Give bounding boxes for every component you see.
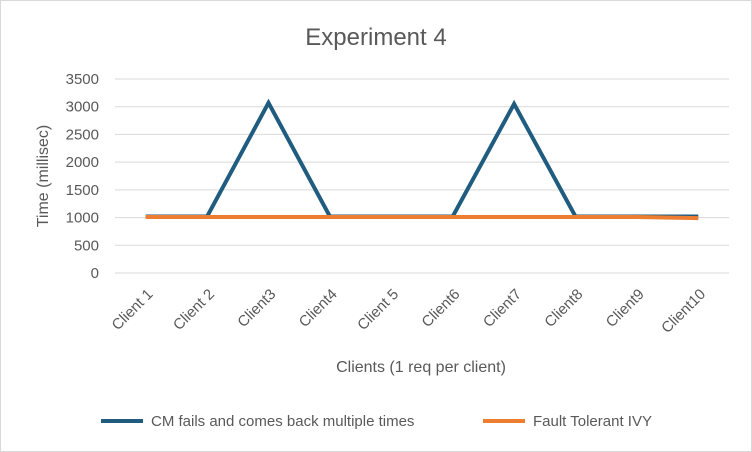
x-tick-label: Client6 bbox=[418, 286, 463, 331]
x-tick-label: Client 1 bbox=[109, 286, 157, 334]
series-line-1 bbox=[146, 103, 699, 217]
x-tick-label: Client 5 bbox=[354, 286, 402, 334]
y-tick-label: 3500 bbox=[66, 71, 99, 88]
legend-label-2: Fault Tolerant IVY bbox=[533, 413, 652, 430]
x-tick-label: Client8 bbox=[541, 286, 586, 331]
x-tick-label: Client 2 bbox=[170, 286, 218, 334]
y-axis-label: Time (millisec) bbox=[35, 125, 52, 228]
y-tick-label: 0 bbox=[91, 265, 99, 282]
x-tick-label: Client3 bbox=[234, 286, 279, 331]
series-line-2 bbox=[146, 217, 699, 218]
y-tick-label: 2000 bbox=[66, 154, 99, 171]
y-tick-label: 2500 bbox=[66, 126, 99, 143]
x-tick-label: Client9 bbox=[603, 286, 648, 331]
x-tick-label: Client10 bbox=[658, 286, 709, 337]
series-lines bbox=[146, 103, 699, 218]
y-axis-ticks: 0 500 1000 1500 2000 2500 3000 3500 bbox=[66, 71, 99, 282]
x-axis-label: Clients (1 req per client) bbox=[336, 359, 506, 376]
chart-title: Experiment 4 bbox=[305, 24, 446, 51]
y-tick-label: 1500 bbox=[66, 182, 99, 199]
y-tick-label: 500 bbox=[74, 237, 99, 254]
y-tick-label: 1000 bbox=[66, 210, 99, 227]
x-tick-label: Client4 bbox=[296, 286, 341, 331]
x-tick-label: Client7 bbox=[480, 286, 525, 331]
legend-label-1: CM fails and comes back multiple times bbox=[151, 413, 414, 430]
legend: CM fails and comes back multiple times Fa… bbox=[101, 413, 652, 430]
gridlines bbox=[115, 79, 729, 273]
y-tick-label: 3000 bbox=[66, 99, 99, 116]
x-axis-ticks: Client 1 Client 2 Client3 Client4 Client 5 Cl… bbox=[109, 286, 710, 337]
